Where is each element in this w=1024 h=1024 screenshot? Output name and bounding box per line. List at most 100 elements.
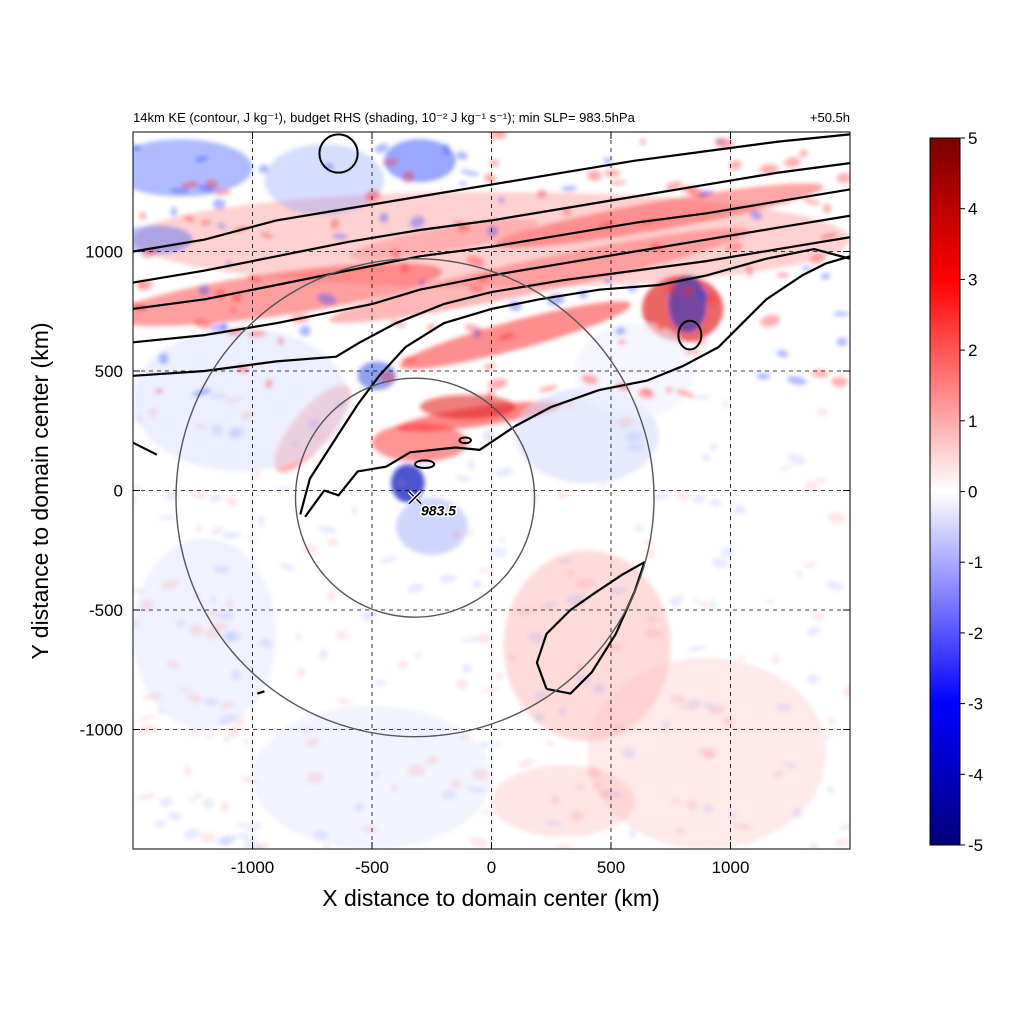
shading-speckle [598,482,609,488]
shading-blob [383,139,456,183]
shading-speckle [477,568,493,574]
shading-speckle [194,319,213,330]
shading-speckle [808,842,820,849]
contour-line [299,248,850,515]
shading-speckle [670,799,681,804]
shading-speckle [157,707,165,715]
center-marker [408,491,422,505]
shading-speckle [746,264,753,277]
shading-speckle [771,654,780,665]
x-tick-label: -1000 [231,858,274,877]
contour-line [133,133,850,253]
shading-speckle [406,583,424,594]
shading-speckle [142,692,162,701]
y-tick-label: 0 [114,482,123,501]
shading-speckle [318,525,338,534]
shading-speckle [225,497,238,506]
shading-speckle [642,539,654,546]
shading-blob [395,497,468,556]
shading-speckle [154,388,164,394]
shading-speckle [692,494,706,504]
shading-speckle [480,809,494,815]
shading-speckle [725,242,744,252]
shading-speckle [557,558,573,564]
shading-speckle [243,738,252,745]
shading-speckle [687,799,697,811]
shading-speckle [737,655,746,661]
shading-speckle [467,460,475,470]
shading-speckle [226,726,239,738]
shading-speckle [216,836,233,847]
shading-speckle [603,791,623,798]
shading-speckle [326,537,340,547]
shading-speckle [187,797,198,803]
shading-speckle [181,180,200,190]
shading-speckle [186,693,203,703]
shading-speckle [637,388,655,399]
shading-speckle [189,728,199,736]
shading-speckle [160,579,180,590]
shading-speckle [709,498,722,507]
shading-speckle [466,786,486,794]
colorbar-tick-label: 3 [968,270,977,289]
shading-speckle [479,741,489,749]
shading-speckle [720,547,735,559]
shading-speckle [676,490,690,501]
shading-speckle [391,784,398,793]
contour-line [256,690,265,695]
shading-speckle [309,433,329,440]
shading-speckle [663,720,670,731]
shading-speckle [205,732,215,740]
shading-speckle [450,779,462,790]
shading-speckle [836,337,848,346]
shading-speckle [839,824,850,831]
shading-speckle [265,379,273,389]
shading-speckle [544,820,562,826]
shading-speckle [455,474,471,483]
shading-speckle [656,324,664,332]
shading-speckle [525,408,533,414]
shading-speckle [438,574,458,583]
y-axis-label: Y distance to domain center (km) [27,322,53,659]
shading-speckle [183,215,196,223]
shading-speckle [692,394,711,400]
shading-speckle [555,843,572,849]
shading-speckle [192,388,212,397]
shading-speckle [811,612,825,620]
time-label: +50.5h [810,110,850,125]
plot-area: 983.5 [132,131,851,850]
shading-speckle [639,139,646,145]
shading-speckle [604,169,621,177]
shading-speckle [825,581,845,591]
shading-speckle [407,764,426,777]
x-axis-label: X distance to domain center (km) [322,885,659,911]
shading-speckle [203,797,214,810]
shading-speckle [711,557,729,569]
shading-speckle [773,770,783,778]
shading-speckle [804,480,818,492]
shading-blob [391,464,425,503]
shading-speckle [594,782,603,788]
ke-contours [133,133,850,695]
shading-speckle [497,332,516,341]
shading-speckle [374,143,389,153]
shading-speckle [614,326,626,336]
shading-speckle [507,655,518,661]
shading-speckle [469,837,488,847]
shading-blob [372,423,468,462]
shading-speckle [561,185,578,192]
shading-speckle [732,823,752,831]
shading-speckle [213,565,231,574]
shading-speckle [569,810,584,823]
shading-speckle [483,686,499,693]
shading-speckle [779,465,792,471]
shading-speckle [826,785,834,794]
shading-speckle [194,423,208,429]
shading-speckle [817,407,828,417]
shading-speckle [321,842,331,849]
shading-speckle [136,714,156,722]
shading-speckle [611,724,625,732]
shading-speckle [827,511,846,524]
colorbar-ticks: 5 4 3 2 1 0 -1 -2 -3 -4 -5 [960,129,983,855]
contour-line [133,214,850,344]
